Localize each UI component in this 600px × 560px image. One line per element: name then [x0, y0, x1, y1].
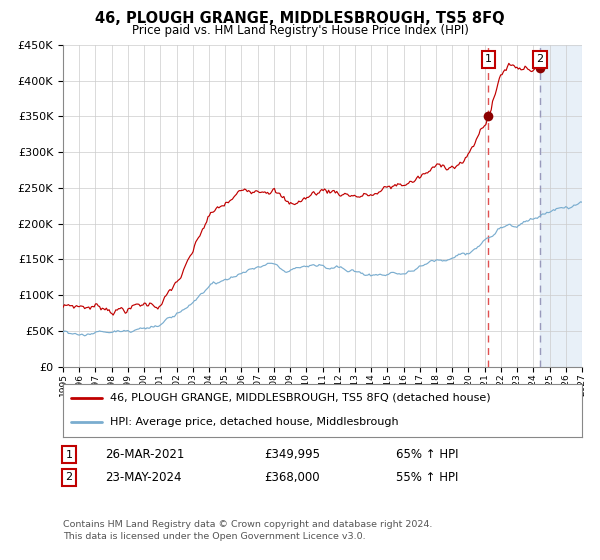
Text: £368,000: £368,000	[264, 470, 320, 484]
Text: HPI: Average price, detached house, Middlesbrough: HPI: Average price, detached house, Midd…	[110, 417, 398, 427]
Text: Price paid vs. HM Land Registry's House Price Index (HPI): Price paid vs. HM Land Registry's House …	[131, 24, 469, 36]
Text: 46, PLOUGH GRANGE, MIDDLESBROUGH, TS5 8FQ (detached house): 46, PLOUGH GRANGE, MIDDLESBROUGH, TS5 8F…	[110, 393, 490, 403]
Text: Contains HM Land Registry data © Crown copyright and database right 2024.
This d: Contains HM Land Registry data © Crown c…	[63, 520, 433, 541]
Text: 2: 2	[65, 472, 73, 482]
Bar	[550, 45, 582, 367]
Text: £349,995: £349,995	[264, 448, 320, 461]
Text: 23-MAY-2024: 23-MAY-2024	[105, 470, 182, 484]
Text: 26-MAR-2021: 26-MAR-2021	[105, 448, 184, 461]
Bar	[540, 45, 582, 367]
Text: 2: 2	[536, 54, 544, 64]
Text: 65% ↑ HPI: 65% ↑ HPI	[396, 448, 458, 461]
Text: 1: 1	[485, 54, 492, 64]
Text: 1: 1	[65, 450, 73, 460]
Text: 46, PLOUGH GRANGE, MIDDLESBROUGH, TS5 8FQ: 46, PLOUGH GRANGE, MIDDLESBROUGH, TS5 8F…	[95, 11, 505, 26]
Text: 55% ↑ HPI: 55% ↑ HPI	[396, 470, 458, 484]
